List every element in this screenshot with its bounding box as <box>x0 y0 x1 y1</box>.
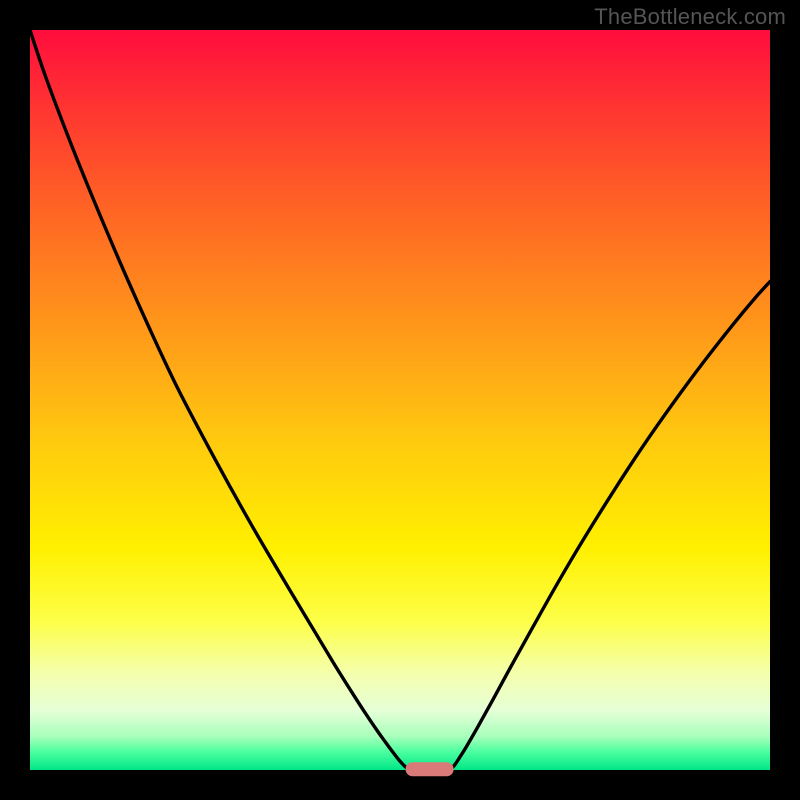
watermark-text: TheBottleneck.com <box>594 4 786 30</box>
plot-background <box>30 30 770 770</box>
minimum-marker <box>406 762 454 776</box>
chart-container: TheBottleneck.com <box>0 0 800 800</box>
bottleneck-chart <box>0 0 800 800</box>
